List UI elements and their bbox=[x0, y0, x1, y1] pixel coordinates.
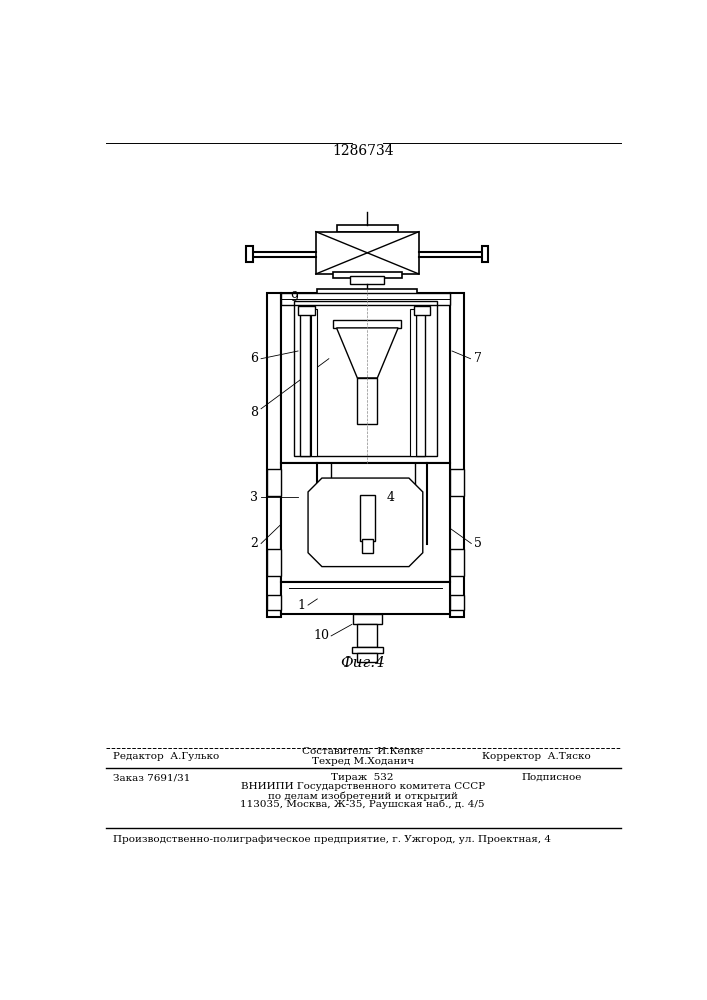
Text: 4: 4 bbox=[387, 491, 395, 504]
Text: Корректор  А.Тяско: Корректор А.Тяско bbox=[482, 752, 591, 761]
Bar bbox=[450, 595, 464, 610]
Text: 1: 1 bbox=[298, 599, 306, 612]
Bar bbox=[267, 293, 281, 617]
Bar bbox=[414, 306, 431, 315]
Bar bbox=[351, 276, 385, 284]
Bar bbox=[411, 309, 416, 456]
Polygon shape bbox=[337, 328, 398, 378]
Bar bbox=[416, 309, 425, 456]
Bar bbox=[281, 463, 450, 582]
Bar bbox=[450, 469, 464, 496]
Text: 2: 2 bbox=[250, 537, 258, 550]
Text: 6: 6 bbox=[250, 352, 258, 365]
Bar bbox=[281, 293, 450, 305]
Text: Фиг.4: Фиг.4 bbox=[340, 656, 385, 670]
Polygon shape bbox=[308, 478, 423, 567]
Bar bbox=[267, 469, 281, 496]
Text: Редактор  А.Гулько: Редактор А.Гулько bbox=[113, 752, 219, 761]
Bar bbox=[352, 647, 382, 653]
Bar bbox=[357, 624, 378, 647]
Bar bbox=[311, 309, 317, 456]
Text: 3: 3 bbox=[250, 491, 258, 504]
Text: Составитель  И.Кепке: Составитель И.Кепке bbox=[302, 747, 423, 756]
Bar bbox=[317, 289, 417, 297]
Bar bbox=[281, 582, 450, 614]
Bar bbox=[357, 653, 378, 662]
Text: 113035, Москва, Ж-35, Раушская наб., д. 4/5: 113035, Москва, Ж-35, Раушская наб., д. … bbox=[240, 800, 485, 809]
Bar bbox=[294, 301, 437, 456]
Bar bbox=[360, 495, 375, 541]
Bar bbox=[333, 272, 402, 278]
Bar bbox=[337, 225, 398, 232]
Bar bbox=[247, 246, 252, 262]
Text: Производственно-полиграфическое предприятие, г. Ужгород, ул. Проектная, 4: Производственно-полиграфическое предприя… bbox=[113, 835, 551, 844]
Text: 10: 10 bbox=[313, 629, 329, 642]
Text: 7: 7 bbox=[474, 352, 481, 365]
Text: Тираж  532: Тираж 532 bbox=[332, 773, 394, 782]
Text: 8: 8 bbox=[250, 406, 258, 419]
Bar bbox=[267, 549, 281, 576]
Text: ВНИИПИ Государственного комитета СССР: ВНИИПИ Государственного комитета СССР bbox=[240, 782, 485, 791]
Text: Подписное: Подписное bbox=[522, 773, 583, 782]
Bar bbox=[300, 309, 310, 456]
Bar bbox=[450, 549, 464, 576]
Bar bbox=[334, 320, 402, 328]
Bar bbox=[267, 595, 281, 610]
Bar bbox=[316, 232, 419, 274]
Text: Заказ 7691/31: Заказ 7691/31 bbox=[113, 773, 191, 782]
Text: 1286734: 1286734 bbox=[332, 144, 394, 158]
Text: Техред М.Ходанич: Техред М.Ходанич bbox=[312, 757, 414, 766]
Bar bbox=[482, 246, 489, 262]
Text: по делам изобретений и открытий: по делам изобретений и открытий bbox=[268, 791, 457, 801]
Text: 9: 9 bbox=[291, 291, 298, 304]
Bar bbox=[357, 378, 378, 424]
Bar bbox=[353, 614, 382, 624]
Text: 5: 5 bbox=[474, 537, 481, 550]
Bar bbox=[450, 293, 464, 617]
Bar bbox=[298, 306, 315, 315]
Bar bbox=[362, 539, 373, 553]
Bar bbox=[281, 293, 450, 463]
